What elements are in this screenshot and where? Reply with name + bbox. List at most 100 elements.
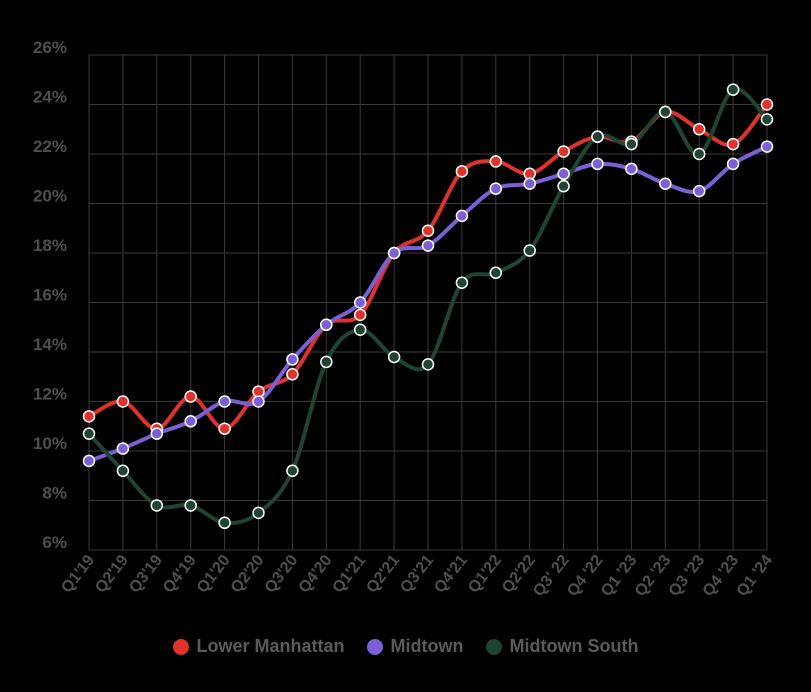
data-point [455, 165, 469, 178]
y-tick-label: 22% [33, 137, 67, 156]
data-point [421, 224, 435, 237]
y-axis-ticks: 6% 8% 10% 12% 14% 16% 18% 20% 22% 24% 26% [33, 38, 67, 552]
x-tick-label: Q1'22 [465, 552, 505, 596]
data-point [82, 410, 96, 423]
data-point [557, 167, 570, 181]
legend-swatch [485, 638, 502, 655]
data-point [591, 130, 604, 143]
x-tick-label: Q3'21 [397, 552, 437, 596]
data-point [489, 182, 503, 195]
data-point [218, 422, 231, 435]
y-tick-label: 24% [33, 88, 67, 107]
data-point [557, 179, 570, 193]
x-tick-label: Q3'20 [262, 552, 302, 596]
data-point [760, 140, 774, 153]
data-point [625, 162, 638, 176]
data-point [489, 155, 503, 168]
x-tick-label: Q2'19 [92, 552, 132, 596]
gridlines [88, 54, 768, 551]
x-tick-label: Q4'19 [160, 552, 200, 596]
y-tick-label: 12% [33, 385, 67, 404]
legend-item: Lower Manhattan [172, 636, 345, 657]
data-point [659, 105, 672, 119]
data-point [591, 157, 604, 171]
legend-label: Lower Manhattan [196, 636, 345, 656]
x-axis-ticks: Q1'19Q2'19Q3'19Q4'19Q1'20Q2'20Q3'20Q4'20… [58, 552, 776, 600]
data-point [455, 209, 469, 223]
legend-label: Midtown [390, 636, 464, 656]
data-point [387, 350, 401, 364]
data-point [150, 499, 164, 512]
data-point [353, 323, 367, 336]
data-point [353, 308, 367, 322]
data-point [421, 358, 435, 371]
y-tick-label: 10% [33, 434, 67, 453]
legend-item: Midtown [366, 636, 464, 657]
data-point [286, 464, 299, 478]
data-point [659, 177, 672, 190]
x-tick-label: Q4'20 [296, 552, 336, 596]
data-point [387, 246, 401, 260]
data-point [692, 123, 706, 136]
data-point [286, 353, 299, 366]
line-chart: 6%8%10%12%14%16%18%20%22%24%26% Q1'19Q2'… [33, 38, 776, 600]
legend-swatch [172, 638, 189, 655]
y-tick-label: 14% [33, 335, 67, 354]
x-tick-label: Q4 '23 [700, 552, 743, 600]
x-tick-label: Q4 '22 [564, 552, 607, 600]
data-point [184, 390, 197, 403]
data-point [353, 296, 367, 309]
data-point [184, 499, 197, 512]
data-point [286, 368, 299, 381]
series-points [82, 83, 774, 530]
data-point [523, 177, 536, 190]
data-point [625, 137, 638, 151]
y-tick-label: 8% [42, 484, 67, 503]
data-point [116, 464, 130, 478]
y-tick-label: 20% [33, 187, 67, 206]
x-tick-label: Q2 '23 [632, 552, 675, 600]
data-point [252, 395, 265, 408]
data-point [82, 427, 96, 440]
data-point [692, 147, 706, 161]
y-tick-label: 6% [42, 533, 67, 552]
data-point [320, 318, 333, 332]
legend-label: Midtown South [509, 636, 639, 656]
data-point [726, 83, 740, 96]
data-point [218, 516, 231, 530]
data-point [218, 395, 231, 408]
y-tick-label: 16% [33, 286, 67, 305]
data-point [421, 239, 435, 252]
data-point [760, 113, 774, 126]
data-point [252, 506, 265, 520]
x-tick-label: Q3 '23 [666, 552, 709, 600]
data-point [760, 98, 774, 111]
data-point [184, 415, 197, 428]
data-point [726, 157, 740, 171]
x-tick-label: Q2'21 [363, 552, 403, 596]
x-tick-label: Q1'19 [58, 552, 98, 596]
legend: Lower Manhattan Midtown Midtown South [0, 636, 811, 657]
x-tick-label: Q3'19 [126, 552, 166, 596]
data-point [320, 355, 333, 369]
x-tick-label: Q1'20 [194, 552, 234, 596]
data-point [692, 184, 706, 198]
x-tick-label: Q1 '23 [598, 552, 641, 600]
data-point [82, 454, 96, 468]
x-tick-label: Q1 '24 [734, 552, 777, 600]
data-point [150, 427, 164, 440]
x-tick-label: Q1'21 [330, 552, 370, 596]
legend-swatch [366, 638, 383, 655]
data-point [455, 276, 469, 289]
y-tick-label: 26% [33, 38, 67, 57]
data-point [557, 145, 570, 158]
x-tick-label: Q2'20 [228, 552, 268, 596]
data-point [116, 442, 130, 455]
x-tick-label: Q4'21 [431, 552, 471, 596]
data-point [489, 266, 503, 280]
data-point [726, 137, 740, 151]
data-point [116, 395, 130, 408]
legend-item: Midtown South [485, 636, 639, 657]
x-tick-label: Q3' 22 [530, 552, 573, 600]
y-tick-label: 18% [33, 236, 67, 255]
